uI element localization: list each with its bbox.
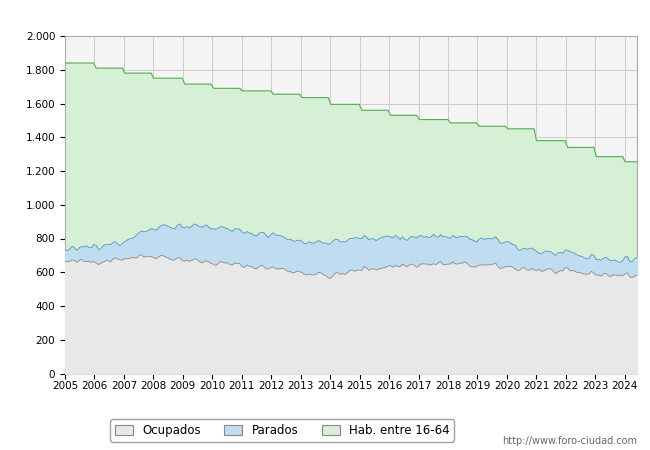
- Text: http://www.foro-ciudad.com: http://www.foro-ciudad.com: [502, 436, 637, 446]
- Legend: Ocupados, Parados, Hab. entre 16-64: Ocupados, Parados, Hab. entre 16-64: [111, 419, 454, 442]
- Text: Baralla – Evolucion de la poblacion en edad de Trabajar Mayo de 2024: Baralla – Evolucion de la poblacion en e…: [68, 9, 582, 24]
